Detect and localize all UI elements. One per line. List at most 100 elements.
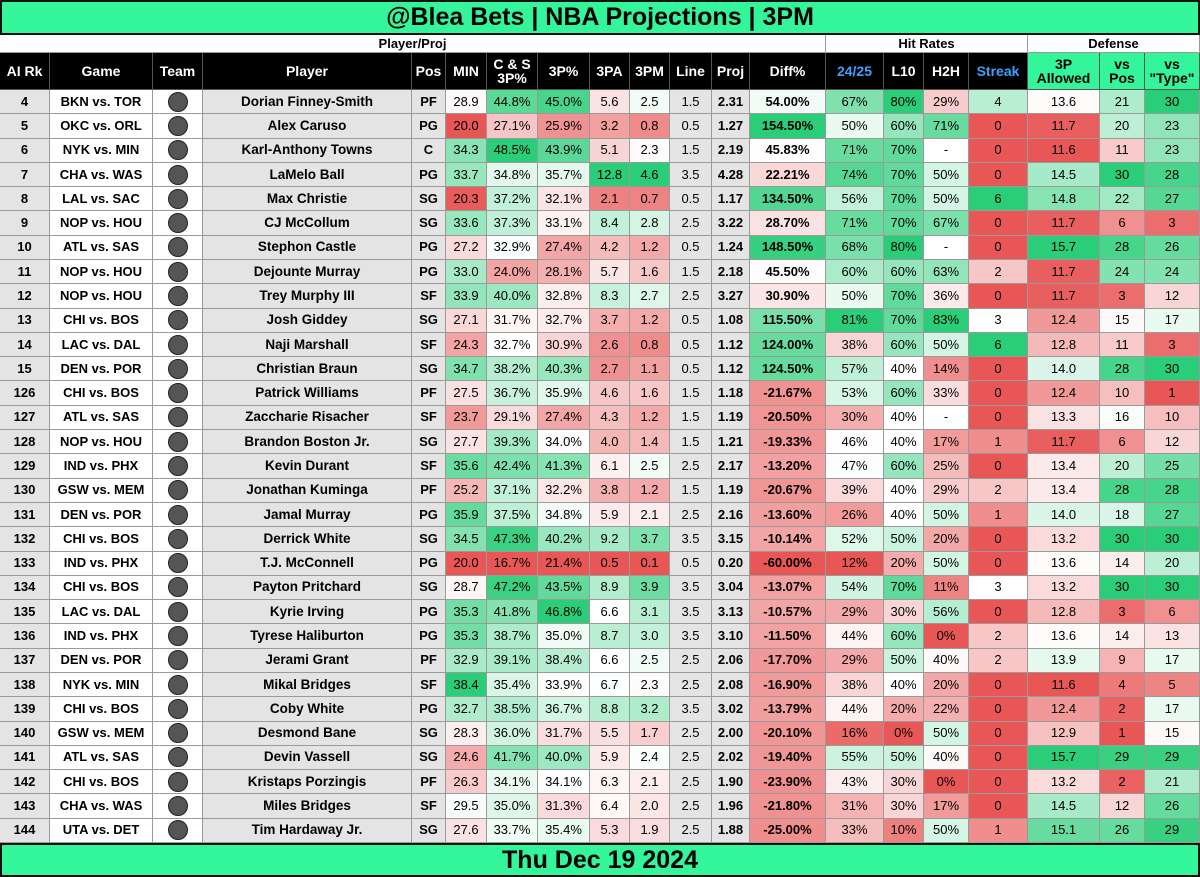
- team-logo-cell: [153, 697, 203, 722]
- cell: 35.9: [446, 502, 487, 528]
- cell: 29%: [924, 90, 969, 115]
- cell: 41.8%: [487, 600, 538, 625]
- cell: CJ McCollum: [203, 211, 412, 236]
- cell: 0: [969, 162, 1028, 188]
- cell: 71%: [924, 114, 969, 139]
- team-logo: [167, 261, 188, 282]
- cell: 6.6: [590, 600, 630, 625]
- column-header: AI Rk: [0, 53, 50, 90]
- cell: Devin Vassell: [203, 745, 412, 771]
- team-logo: [167, 553, 188, 574]
- cell: SF: [412, 794, 446, 819]
- cell: 33%: [826, 818, 884, 843]
- cell: 133: [0, 551, 50, 576]
- cell: 15: [0, 357, 50, 382]
- cell: 3.5: [670, 575, 712, 601]
- cell: 34.3: [446, 138, 487, 163]
- cell: 154.50%: [750, 114, 826, 139]
- cell: 3.27: [712, 284, 750, 309]
- cell: 10: [1100, 381, 1145, 406]
- cell: 15.1: [1028, 818, 1100, 843]
- cell: 32.7%: [487, 332, 538, 358]
- cell: 35.4%: [538, 818, 590, 843]
- cell: 60%: [884, 624, 924, 649]
- cell: 42.4%: [487, 454, 538, 479]
- cell: -: [924, 138, 969, 163]
- cell: 13.2: [1028, 527, 1100, 552]
- team-logo-cell: [153, 818, 203, 843]
- cell: 6.4: [590, 794, 630, 819]
- cell: Naji Marshall: [203, 332, 412, 358]
- cell: 6: [0, 138, 50, 163]
- cell: NOP vs. HOU: [50, 211, 153, 236]
- column-header: L10: [884, 53, 924, 90]
- cell: SF: [412, 284, 446, 309]
- cell: 31.3%: [538, 794, 590, 819]
- cell: 55%: [826, 745, 884, 771]
- cell: 10: [1145, 405, 1200, 431]
- cell: 38.5%: [487, 697, 538, 722]
- cell: 3.1: [630, 600, 670, 625]
- cell: 1.6: [630, 381, 670, 406]
- cell: 2.5: [670, 818, 712, 843]
- cell: 148.50%: [750, 235, 826, 261]
- team-logo-cell: [153, 381, 203, 406]
- team-logo-cell: [153, 162, 203, 188]
- cell: 36.7%: [538, 697, 590, 722]
- cell: -60.00%: [750, 551, 826, 576]
- column-header: 3PM: [630, 53, 670, 90]
- team-logo-cell: [153, 90, 203, 115]
- cell: 13: [1145, 624, 1200, 649]
- cell: 8.7: [590, 624, 630, 649]
- cell: 27.2: [446, 235, 487, 261]
- cell: 16.7%: [487, 551, 538, 576]
- cell: -13.07%: [750, 575, 826, 601]
- cell: 28: [1100, 235, 1145, 261]
- cell: 2.1: [590, 187, 630, 212]
- cell: 36.0%: [487, 721, 538, 746]
- cell: 38.2%: [487, 357, 538, 382]
- cell: 142: [0, 770, 50, 795]
- team-logo: [167, 504, 188, 525]
- cell: 27.6: [446, 818, 487, 843]
- cell: 44.8%: [487, 90, 538, 115]
- cell: 1.96: [712, 794, 750, 819]
- cell: 33.0: [446, 260, 487, 285]
- team-logo: [167, 115, 188, 136]
- cell: 38.7%: [487, 624, 538, 649]
- cell: 27.4%: [538, 405, 590, 431]
- cell: CHI vs. BOS: [50, 381, 153, 406]
- cell: 41.7%: [487, 745, 538, 771]
- cell: 68%: [826, 235, 884, 261]
- column-header: H2H: [924, 53, 969, 90]
- cell: 35.0%: [538, 624, 590, 649]
- cell: 3: [969, 575, 1028, 601]
- cell: 12%: [826, 551, 884, 576]
- title: @Blea Bets | NBA Projections | 3PM: [0, 0, 1200, 35]
- cell: 40%: [884, 405, 924, 431]
- cell: 28.1%: [538, 260, 590, 285]
- cell: 38.4: [446, 672, 487, 698]
- cell: 131: [0, 502, 50, 528]
- cell: Desmond Bane: [203, 721, 412, 746]
- cell: 2.5: [670, 211, 712, 236]
- cell: 0: [969, 745, 1028, 771]
- cell: 0: [969, 138, 1028, 163]
- cell: 2.7: [630, 284, 670, 309]
- cell: 33%: [924, 381, 969, 406]
- cell: SG: [412, 527, 446, 552]
- cell: 30%: [884, 794, 924, 819]
- cell: SF: [412, 405, 446, 431]
- cell: SG: [412, 308, 446, 333]
- cell: Miles Bridges: [203, 794, 412, 819]
- cell: 40.3%: [538, 357, 590, 382]
- team-logo: [167, 650, 188, 671]
- cell: 3.5: [670, 697, 712, 722]
- cell: 70%: [884, 284, 924, 309]
- cell: 28.9: [446, 90, 487, 115]
- cell: 12: [1100, 794, 1145, 819]
- cell: 60%: [884, 332, 924, 358]
- cell: SG: [412, 575, 446, 601]
- cell: 50%: [924, 187, 969, 212]
- cell: 2.1: [630, 770, 670, 795]
